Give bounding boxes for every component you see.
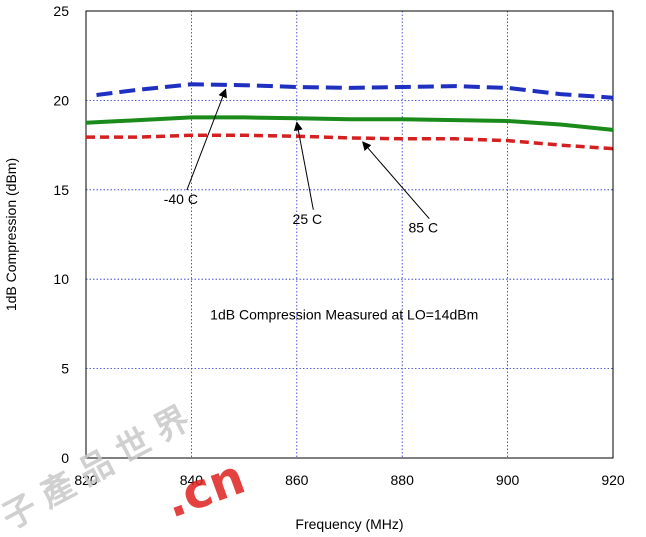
x-axis-title: Frequency (MHz) — [295, 516, 403, 532]
annotation-arrow — [362, 141, 430, 220]
annotation-arrow — [293, 121, 314, 210]
series-line-3 — [86, 133, 614, 151]
watermark-latin: .cn — [157, 449, 252, 529]
y-axis-title: 1dB Compression (dBm) — [3, 158, 19, 311]
annotation-label: 85 C — [408, 220, 438, 236]
annotation-label: 25 C — [293, 211, 323, 227]
series-line-1 — [96, 82, 614, 100]
grid-lines — [86, 11, 613, 458]
x-tick-label: 840 — [180, 472, 204, 488]
x-tick-label: 900 — [496, 472, 520, 488]
annotation-arrow — [186, 88, 227, 191]
y-tick-label: 10 — [53, 271, 69, 287]
x-tick-label: 920 — [601, 472, 625, 488]
y-tick-label: 15 — [53, 182, 69, 198]
annotation-label: 1dB Compression Measured at LO=14dBm — [210, 306, 478, 322]
annotations: -40 C 25 C 85 C 1dB Compression Measured at… — [164, 88, 478, 322]
series-line-2 — [85, 115, 614, 132]
y-tick-label: 0 — [61, 450, 69, 466]
watermark-char: 界 — [147, 399, 196, 450]
watermark-char: 世 — [109, 421, 158, 472]
series-lines — [85, 82, 614, 151]
watermark-char: 子 — [0, 487, 44, 537]
y-tick-label: 25 — [53, 3, 69, 19]
x-tick-label: 860 — [285, 472, 309, 488]
plot-frame — [85, 10, 614, 459]
tick-labels: 820 840 860 880 900 920 0 5 10 15 20 25 — [53, 3, 624, 488]
y-tick-label: 5 — [61, 361, 69, 377]
y-tick-label: 20 — [53, 92, 69, 108]
annotation-label: -40 C — [164, 191, 198, 207]
x-tick-label: 820 — [74, 472, 98, 488]
x-tick-label: 880 — [391, 472, 415, 488]
